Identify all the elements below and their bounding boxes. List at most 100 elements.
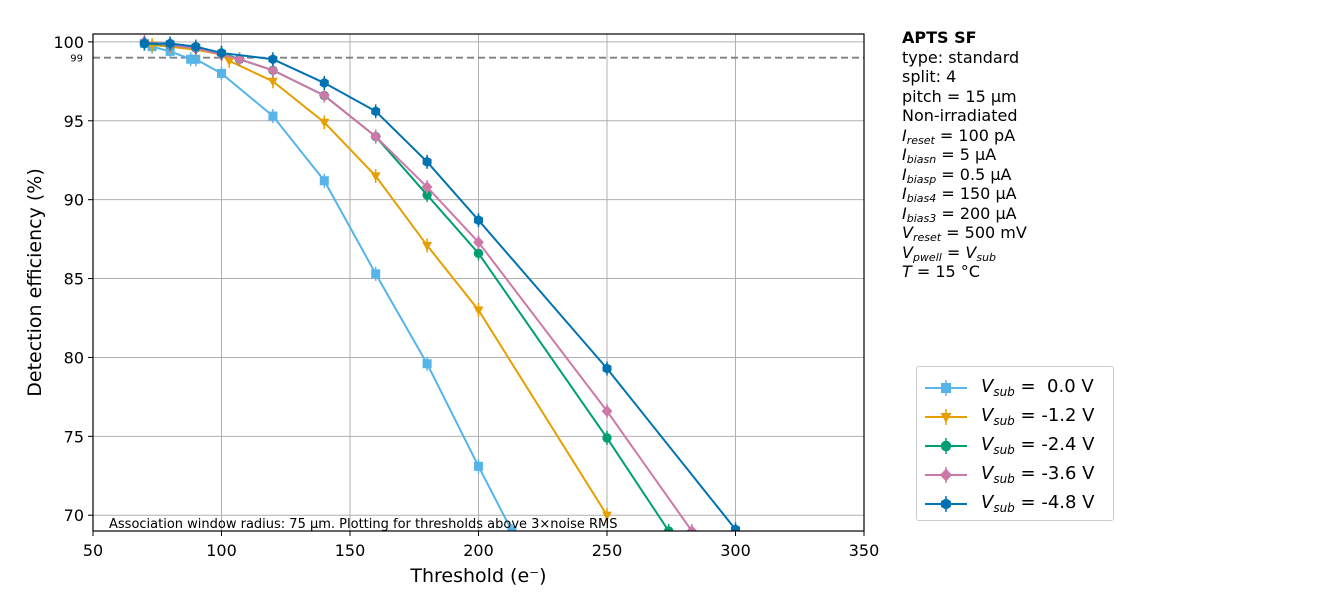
legend-entry: Vsub = -3.6 V bbox=[917, 460, 1113, 489]
data-point bbox=[319, 118, 330, 128]
y-axis-label: Detection efficiency (%) bbox=[24, 168, 46, 396]
data-point bbox=[139, 38, 149, 49]
info-type: type: standard bbox=[902, 47, 1020, 67]
grid bbox=[92, 34, 865, 531]
data-point bbox=[268, 111, 278, 121]
info-temperature: T = 15 °C bbox=[902, 262, 980, 281]
data-point bbox=[370, 130, 382, 143]
series-line bbox=[144, 42, 670, 531]
y-tick-label: 75 bbox=[64, 427, 84, 446]
efficiency-chart: 99 50 100 150 200 250 300 350 70 75 80 85 90 95 100 A… bbox=[24, 33, 879, 587]
x-tick-label: 350 bbox=[849, 541, 880, 560]
data-point bbox=[319, 176, 329, 186]
info-param-reset: Vreset = 500 mV bbox=[902, 223, 1027, 244]
legend-entry: Vsub = -1.2 V bbox=[917, 402, 1113, 431]
y-tick-label: 90 bbox=[64, 191, 84, 210]
data-point bbox=[224, 57, 235, 67]
series-2 bbox=[139, 36, 674, 531]
legend-symbol bbox=[925, 380, 967, 396]
legend-symbol bbox=[925, 438, 967, 454]
legend-label: Vsub = 0.0 V bbox=[981, 376, 1094, 399]
data-point bbox=[267, 64, 279, 77]
info-irradiation: Non-irradiated bbox=[902, 106, 1018, 125]
info-pitch: pitch = 15 µm bbox=[902, 86, 1017, 106]
info-title: APTS SF bbox=[902, 28, 977, 47]
data-point bbox=[473, 236, 484, 249]
series-line bbox=[144, 40, 693, 531]
data-point bbox=[731, 524, 740, 531]
y-tick-label: 85 bbox=[64, 270, 84, 289]
data-point bbox=[267, 77, 278, 87]
data-point bbox=[474, 215, 483, 226]
series-line bbox=[144, 42, 737, 531]
data-point bbox=[319, 77, 329, 89]
data-point bbox=[421, 181, 433, 193]
legend-marker bbox=[941, 498, 951, 510]
data-point bbox=[371, 106, 381, 117]
x-axis-label: Threshold (e⁻) bbox=[409, 565, 546, 587]
legend-symbol bbox=[925, 496, 967, 512]
data-point bbox=[191, 54, 201, 64]
legend-label: Vsub = -1.2 V bbox=[981, 405, 1095, 428]
x-tick-label: 200 bbox=[463, 541, 494, 560]
x-tick-label: 100 bbox=[206, 541, 237, 560]
data-point bbox=[507, 526, 517, 531]
reference-line-label: 99 bbox=[70, 54, 83, 65]
info-param-bias4: Ibias4 = 150 µA bbox=[902, 184, 1017, 205]
reference-line-99: 99 bbox=[70, 54, 864, 65]
legend-entry: Vsub = -2.4 V bbox=[917, 431, 1113, 460]
series-4 bbox=[139, 36, 740, 531]
info-param-bias3: Ibias3 = 200 µA bbox=[902, 203, 1017, 225]
data-point bbox=[370, 172, 381, 182]
data-point bbox=[217, 68, 226, 78]
legend-label: Vsub = -4.8 V bbox=[981, 492, 1095, 515]
y-tick-label: 70 bbox=[64, 506, 84, 525]
data-point bbox=[165, 38, 175, 49]
data-point bbox=[602, 433, 612, 443]
x-tick-label: 300 bbox=[720, 541, 751, 560]
data-point bbox=[473, 248, 484, 259]
series-3 bbox=[139, 34, 698, 531]
data-point bbox=[422, 359, 432, 369]
data-point bbox=[422, 156, 432, 167]
x-tick-label: 50 bbox=[83, 541, 103, 560]
series-line bbox=[144, 42, 513, 531]
legend: Vsub = 0.0 V Vsub = -1.2 V Vsub = -2.4 V Vs… bbox=[916, 366, 1114, 521]
legend-entry: Vsub = -4.8 V bbox=[917, 489, 1113, 518]
info-split: split: 4 bbox=[902, 67, 957, 86]
data-point bbox=[191, 41, 201, 52]
x-tick-label: 250 bbox=[592, 541, 623, 560]
info-param-reset: Ireset = 100 pA bbox=[902, 125, 1016, 147]
data-point bbox=[601, 405, 613, 417]
data-point bbox=[422, 190, 432, 200]
data-point bbox=[371, 269, 381, 279]
y-tick-label: 95 bbox=[64, 112, 84, 131]
legend-symbol bbox=[925, 467, 967, 483]
data-point bbox=[602, 511, 612, 521]
info-param-biasp: Ibiasp = 0.5 µA bbox=[902, 164, 1012, 186]
legend-label: Vsub = -3.6 V bbox=[981, 463, 1095, 486]
data-point bbox=[318, 89, 330, 102]
data-point bbox=[268, 54, 278, 65]
legend-entry: Vsub = 0.0 V bbox=[917, 373, 1113, 402]
data-point bbox=[186, 54, 196, 64]
info-params: Ireset = 100 pA Ibiasn = 5 µA Ibiasp = 0.5… bbox=[902, 125, 1027, 244]
data-point bbox=[217, 47, 226, 59]
axis-ticks: 50 100 150 200 250 300 350 70 75 80 85 90 95 100 bbox=[53, 33, 879, 560]
data-point bbox=[234, 53, 245, 66]
data-point bbox=[474, 461, 483, 471]
data-point bbox=[602, 363, 612, 374]
y-tick-label: 80 bbox=[64, 348, 84, 367]
legend-marker bbox=[940, 440, 952, 452]
series-layer bbox=[139, 34, 740, 531]
info-pwell: Vpwell = Vsub bbox=[902, 242, 997, 264]
y-tick-label: 100 bbox=[53, 33, 84, 52]
data-point bbox=[473, 306, 484, 316]
legend-marker bbox=[940, 468, 952, 482]
legend-marker bbox=[941, 383, 951, 393]
plot-note: Association window radius: 75 µm. Plotti… bbox=[109, 517, 618, 532]
info-param-biasn: Ibiasn = 5 µA bbox=[902, 145, 997, 166]
legend-symbol bbox=[925, 409, 967, 425]
info-panel: APTS SF type: standard split: 4 pitch = … bbox=[902, 28, 1027, 282]
data-point bbox=[663, 526, 674, 531]
